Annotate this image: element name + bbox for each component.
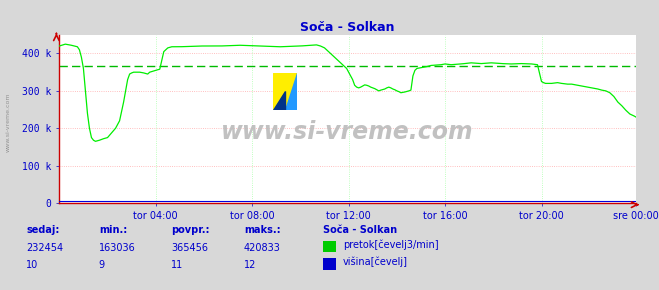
Text: povpr.:: povpr.: bbox=[171, 225, 210, 235]
Text: sedaj:: sedaj: bbox=[26, 225, 60, 235]
Text: Soča - Solkan: Soča - Solkan bbox=[323, 225, 397, 235]
Text: pretok[čevelj3/min]: pretok[čevelj3/min] bbox=[343, 240, 438, 250]
Text: 10: 10 bbox=[26, 260, 39, 270]
Text: 232454: 232454 bbox=[26, 243, 63, 253]
Title: Soča - Solkan: Soča - Solkan bbox=[301, 21, 395, 34]
Text: www.si-vreme.com: www.si-vreme.com bbox=[5, 92, 11, 152]
Text: 9: 9 bbox=[99, 260, 105, 270]
Text: 12: 12 bbox=[244, 260, 256, 270]
Polygon shape bbox=[285, 72, 297, 110]
Text: min.:: min.: bbox=[99, 225, 127, 235]
Text: 365456: 365456 bbox=[171, 243, 208, 253]
Text: 11: 11 bbox=[171, 260, 184, 270]
Text: 420833: 420833 bbox=[244, 243, 281, 253]
Text: maks.:: maks.: bbox=[244, 225, 281, 235]
Text: višina[čevelj]: višina[čevelj] bbox=[343, 257, 408, 267]
Polygon shape bbox=[273, 72, 297, 110]
Polygon shape bbox=[273, 91, 285, 110]
Text: www.si-vreme.com: www.si-vreme.com bbox=[221, 120, 474, 144]
Text: 163036: 163036 bbox=[99, 243, 136, 253]
